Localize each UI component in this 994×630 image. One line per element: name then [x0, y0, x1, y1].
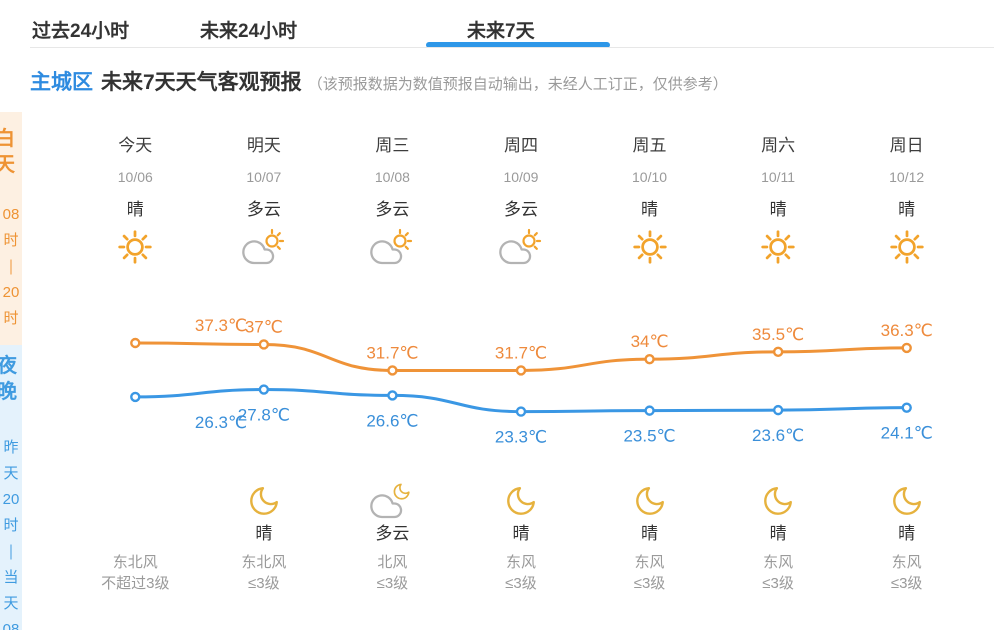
moon-icon [247, 480, 281, 522]
wind-info: 北风 ≤3级 [377, 552, 409, 604]
wind-direction: 东风 [505, 554, 536, 571]
day-weather-text: 多云 [246, 200, 281, 219]
wind-level: ≤3级 [248, 575, 280, 592]
daytime-label: 白天 [0, 128, 15, 176]
forecast-column: 明天 10/07 多云 晴 东北风 ≤3级 [200, 134, 329, 604]
forecast-grid: 今天 10/06 晴 东北风 不超过3级 明天 10/07 多云 [71, 134, 971, 604]
night-weather-text: 晴 [769, 524, 787, 543]
wind-direction: 东北风 [112, 554, 158, 571]
wind-level: ≤3级 [505, 575, 537, 592]
wind-info: 东北风 ≤3级 [241, 552, 286, 604]
tab-past-24h[interactable]: 过去24小时 [32, 21, 130, 42]
wind-level: ≤3级 [633, 575, 666, 592]
page-title-row: 主城区 未来7天天气客观预报 （该预报数据为数值预报自动输出，未经人工订正，仅供… [30, 66, 728, 96]
day-date: 10/06 [117, 169, 153, 185]
forecast-column: 周四 10/09 多云 晴 东风 ≤3级 [457, 134, 586, 604]
cloud-sun-icon [498, 228, 544, 272]
day-weather-text: 晴 [641, 200, 659, 219]
day-name: 周日 [889, 136, 924, 155]
wind-direction: 北风 [377, 554, 408, 571]
day-weather-text: 晴 [898, 200, 916, 219]
day-date: 10/12 [889, 169, 925, 185]
wind-level: 不超过3级 [101, 575, 170, 592]
forecast-column: 周三 10/08 多云 多云 北风 ≤3级 [328, 134, 457, 604]
wind-info: 东风 ≤3级 [634, 552, 666, 604]
cloud-moon-icon [369, 480, 415, 522]
tab-next-7days[interactable]: 未来7天 [467, 21, 535, 42]
sun-icon [759, 228, 797, 272]
day-date: 10/09 [503, 169, 539, 185]
wind-level: ≤3级 [376, 575, 409, 592]
wind-info: 东风 ≤3级 [505, 552, 537, 604]
forecast-column: 周日 10/12 晴 晴 东风 ≤3级 [842, 134, 971, 604]
cloud-sun-icon [369, 228, 415, 272]
wind-info: 东风 ≤3级 [762, 552, 794, 604]
forecast-column: 周六 10/11 晴 晴 东风 ≤3级 [714, 134, 843, 604]
forecast-column: 周五 10/10 晴 晴 东风 ≤3级 [585, 134, 714, 604]
night-weather-text: 晴 [512, 524, 530, 543]
day-name: 明天 [246, 136, 281, 155]
night-weather-text: 晴 [255, 524, 273, 543]
wind-info: 东风 ≤3级 [891, 552, 923, 604]
daytime-range: 08 时 —20 时 [2, 206, 20, 327]
sun-icon [631, 228, 669, 272]
night-weather-text: 多云 [375, 524, 410, 543]
day-name: 周四 [503, 136, 538, 155]
day-date: 10/07 [246, 169, 282, 185]
wind-direction: 东北风 [241, 554, 287, 571]
active-tab-underline [426, 42, 610, 48]
wind-direction: 东风 [634, 554, 665, 571]
page-title: 未来7天天气客观预报 [101, 71, 302, 94]
day-weather-text: 晴 [769, 200, 787, 219]
tab-next-24h[interactable]: 未来24小时 [200, 21, 298, 42]
day-date: 10/10 [632, 169, 668, 185]
wind-info: 东北风 不超过3级 [101, 552, 169, 604]
night-label: 夜晚 [0, 355, 17, 403]
day-weather-text: 多云 [375, 200, 410, 219]
forecast-column: 今天 10/06 晴 东北风 不超过3级 [71, 134, 200, 604]
moon-icon [504, 480, 538, 522]
wind-direction: 东风 [763, 554, 794, 571]
region-name: 主城区 [30, 71, 93, 94]
day-name: 今天 [118, 136, 153, 155]
forecast-disclaimer: （该预报数据为数值预报自动输出，未经人工订正，仅供参考） [307, 76, 728, 93]
day-name: 周五 [632, 136, 667, 155]
day-name: 周六 [761, 136, 796, 155]
day-weather-text: 晴 [126, 200, 144, 219]
night-weather-text: 晴 [898, 524, 916, 543]
daytime-sidebar-strip: 白天 08 时 —20 时 [0, 112, 22, 345]
cloud-sun-icon [241, 228, 287, 272]
wind-level: ≤3级 [762, 575, 794, 592]
moon-icon [890, 480, 924, 522]
day-weather-text: 多云 [503, 200, 538, 219]
night-weather-text: 晴 [641, 524, 659, 543]
moon-icon [633, 480, 667, 522]
wind-direction: 东风 [891, 554, 922, 571]
moon-icon [761, 480, 795, 522]
day-date: 10/11 [761, 169, 796, 185]
tab-divider [30, 47, 994, 48]
wind-level: ≤3级 [890, 575, 923, 592]
day-date: 10/08 [374, 169, 410, 185]
day-name: 周三 [375, 136, 410, 155]
sun-icon [116, 228, 154, 272]
sun-icon [888, 228, 926, 272]
